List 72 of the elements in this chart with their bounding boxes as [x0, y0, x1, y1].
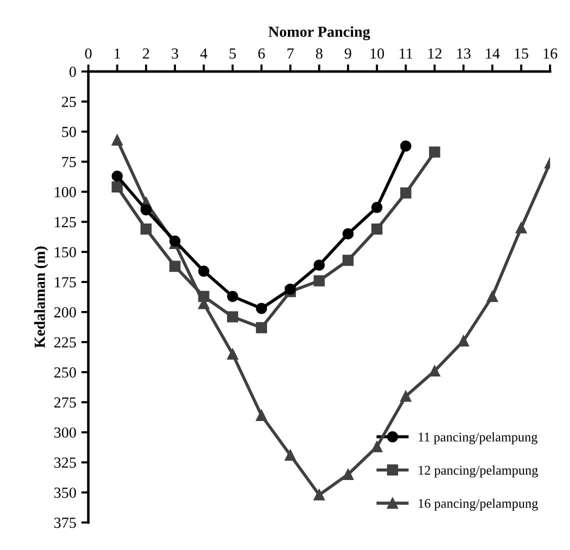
x-tick-label: 12	[428, 48, 442, 59]
y-tick-label: 75	[62, 156, 76, 168]
y-tick-label: 225	[54, 337, 76, 348]
point	[400, 187, 412, 199]
point	[429, 146, 440, 158]
y-tick-label: 375	[54, 518, 76, 528]
x-tick-label: 3	[172, 48, 178, 59]
point	[256, 410, 268, 422]
x-tick-label: 1	[114, 48, 120, 59]
x-tick-label: 0	[85, 48, 92, 59]
x-tick-label: 15	[514, 48, 528, 59]
y-tick-label: 175	[54, 277, 76, 288]
point	[284, 450, 296, 461]
point	[429, 365, 440, 377]
y-tick-label: 250	[54, 367, 76, 378]
x-tick-label: 4	[200, 48, 208, 59]
x-tick-label: 7	[288, 48, 294, 59]
y-tick-label: 300	[54, 427, 76, 438]
point	[140, 223, 152, 235]
x-tick-label: 11	[400, 48, 412, 59]
point	[227, 311, 238, 322]
y-tick-label: 0	[69, 66, 76, 77]
x-tick-label: 6	[258, 48, 265, 59]
point	[342, 228, 354, 240]
point	[198, 290, 210, 302]
point	[227, 348, 238, 360]
point	[140, 204, 152, 216]
x-tick-label: 8	[316, 48, 322, 59]
point	[342, 468, 354, 480]
legend-label: 12 pancing/pelampung	[418, 465, 538, 478]
point	[314, 489, 325, 500]
point	[169, 260, 180, 272]
y-tick-label: 150	[54, 247, 76, 258]
point	[458, 335, 470, 346]
point	[198, 266, 210, 277]
x-tick-label: 2	[142, 48, 150, 59]
point	[516, 222, 527, 234]
x-tick-label: 16	[544, 48, 558, 59]
point	[371, 223, 382, 235]
y-tick-label: 125	[54, 217, 76, 228]
point	[169, 236, 180, 247]
x-tick-label: 13	[457, 48, 471, 59]
y-tick-label: 200	[54, 307, 76, 318]
point	[227, 290, 238, 302]
y-tick-label: 100	[54, 186, 76, 198]
point	[112, 181, 123, 193]
point	[400, 390, 412, 402]
y-axis-title: Kedalaman (m)	[34, 246, 48, 348]
legend-label: 11 pancing/pelampung	[418, 432, 538, 444]
y-tick-label: 25	[62, 96, 76, 108]
point	[371, 441, 382, 452]
point	[314, 260, 325, 271]
legend-label: 16 pancing/pelampung	[418, 498, 538, 511]
point	[112, 134, 123, 146]
y-tick-label: 275	[54, 397, 76, 408]
y-tick-label: 325	[54, 458, 76, 468]
x-tick-label: 5	[230, 48, 236, 59]
point	[284, 284, 296, 295]
point	[112, 170, 123, 182]
point	[371, 202, 382, 213]
point	[400, 140, 412, 152]
point	[342, 254, 354, 266]
point	[314, 275, 325, 286]
x-tick-label: 10	[370, 48, 384, 59]
y-tick-label: 350	[54, 488, 76, 498]
x-tick-label: 9	[344, 48, 352, 59]
point	[486, 290, 498, 302]
x-axis-title: Nomor Pancing	[268, 26, 370, 40]
y-tick-label: 50	[62, 126, 76, 138]
point	[256, 302, 268, 314]
x-tick-label: 14	[486, 48, 500, 59]
point	[256, 322, 268, 334]
